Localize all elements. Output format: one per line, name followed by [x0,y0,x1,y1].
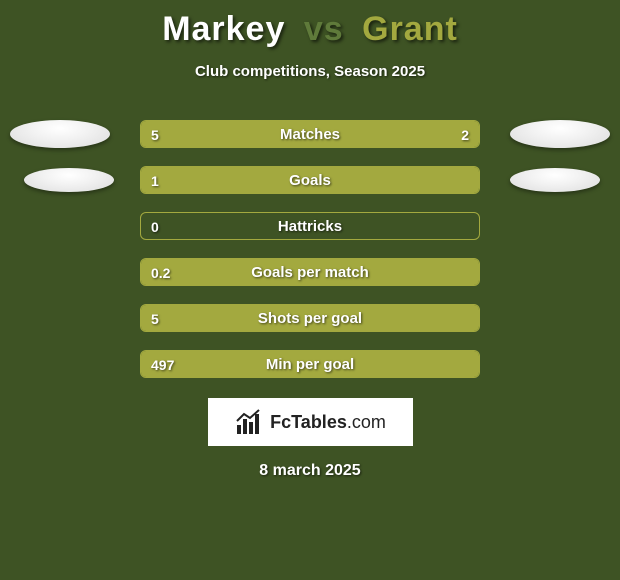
bar-track: 0Hattricks [140,212,480,240]
logo-text-bold: FcTables [270,412,347,432]
player2-avatar [510,120,610,148]
fctables-logo: FcTables.com [208,398,413,446]
bar-track: 497Min per goal [140,350,480,378]
player1-name: Markey [162,10,285,48]
metric-row: 1Goals [0,166,620,196]
logo-chart-icon [234,407,264,437]
player2-avatar [510,168,600,192]
metric-label: Goals [141,167,479,194]
page-title: Markey vs Grant [0,0,620,49]
metric-label: Goals per match [141,259,479,286]
metric-label: Hattricks [141,213,479,240]
player1-avatar [24,168,114,192]
metric-label: Min per goal [141,351,479,378]
metric-row: 52Matches [0,120,620,150]
metric-label: Shots per goal [141,305,479,332]
bar-track: 5Shots per goal [140,304,480,332]
date-text: 8 march 2025 [0,462,620,480]
player1-avatar [10,120,110,148]
metric-label: Matches [141,121,479,148]
bar-track: 52Matches [140,120,480,148]
metric-row: 0.2Goals per match [0,258,620,288]
logo-text: FcTables.com [270,412,386,433]
bar-track: 0.2Goals per match [140,258,480,286]
vs-text: vs [304,10,344,48]
metrics-container: 52Matches 1Goals 0Hattricks 0.2Goals per ma… [0,120,620,380]
metric-row: 5Shots per goal [0,304,620,334]
subtitle: Club competitions, Season 2025 [0,63,620,80]
logo-text-light: .com [347,412,386,432]
player2-name: Grant [362,10,458,48]
bar-track: 1Goals [140,166,480,194]
metric-row: 0Hattricks [0,212,620,242]
metric-row: 497Min per goal [0,350,620,380]
